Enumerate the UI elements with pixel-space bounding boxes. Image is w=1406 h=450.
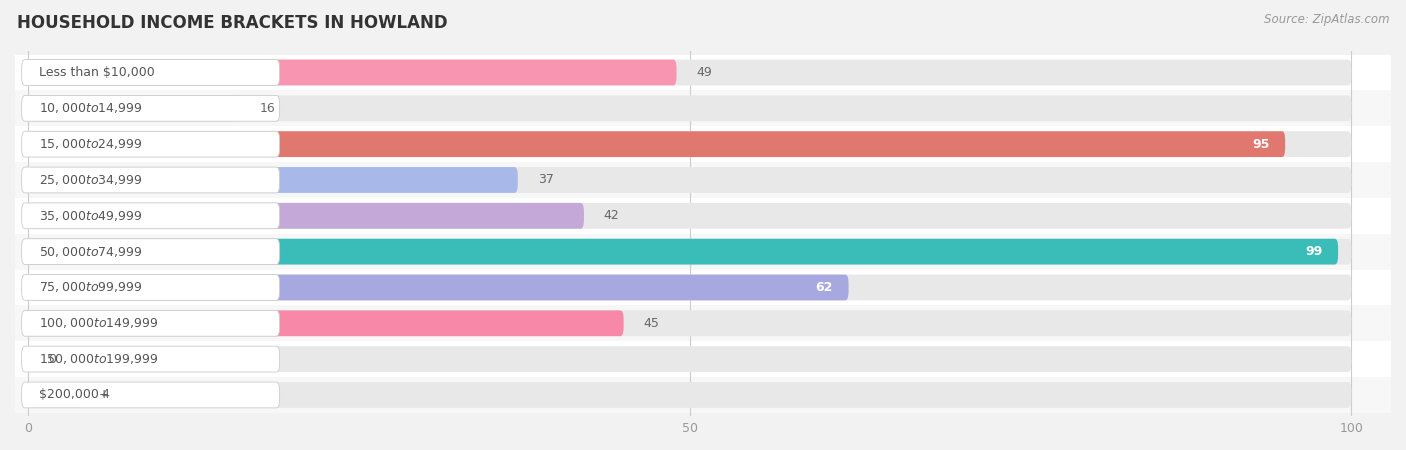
FancyBboxPatch shape	[0, 90, 1406, 126]
Text: $35,000 to $49,999: $35,000 to $49,999	[39, 209, 142, 223]
FancyBboxPatch shape	[0, 162, 1406, 198]
FancyBboxPatch shape	[28, 59, 1351, 86]
FancyBboxPatch shape	[28, 239, 1339, 265]
Text: 49: 49	[696, 66, 711, 79]
FancyBboxPatch shape	[28, 310, 1351, 336]
FancyBboxPatch shape	[28, 59, 676, 86]
FancyBboxPatch shape	[21, 310, 280, 336]
FancyBboxPatch shape	[28, 95, 1351, 121]
Text: $100,000 to $149,999: $100,000 to $149,999	[39, 316, 159, 330]
FancyBboxPatch shape	[21, 131, 280, 157]
Text: 4: 4	[101, 388, 108, 401]
Text: 45: 45	[644, 317, 659, 330]
FancyBboxPatch shape	[21, 203, 280, 229]
FancyBboxPatch shape	[28, 274, 1351, 300]
FancyBboxPatch shape	[21, 239, 280, 265]
Text: $50,000 to $74,999: $50,000 to $74,999	[39, 245, 142, 259]
Text: 37: 37	[537, 174, 554, 186]
FancyBboxPatch shape	[28, 382, 1351, 408]
FancyBboxPatch shape	[28, 310, 624, 336]
FancyBboxPatch shape	[21, 346, 280, 372]
FancyBboxPatch shape	[0, 198, 1406, 234]
Text: $25,000 to $34,999: $25,000 to $34,999	[39, 173, 142, 187]
FancyBboxPatch shape	[21, 274, 280, 300]
FancyBboxPatch shape	[21, 95, 280, 121]
FancyBboxPatch shape	[28, 131, 1351, 157]
Text: 95: 95	[1251, 138, 1270, 151]
FancyBboxPatch shape	[0, 270, 1406, 306]
Text: 0: 0	[48, 353, 56, 365]
Text: 42: 42	[603, 209, 620, 222]
FancyBboxPatch shape	[21, 382, 280, 408]
Text: $75,000 to $99,999: $75,000 to $99,999	[39, 280, 142, 294]
Text: $10,000 to $14,999: $10,000 to $14,999	[39, 101, 142, 115]
FancyBboxPatch shape	[28, 239, 1351, 265]
FancyBboxPatch shape	[28, 167, 517, 193]
Text: HOUSEHOLD INCOME BRACKETS IN HOWLAND: HOUSEHOLD INCOME BRACKETS IN HOWLAND	[17, 14, 447, 32]
FancyBboxPatch shape	[28, 203, 583, 229]
FancyBboxPatch shape	[28, 167, 1351, 193]
FancyBboxPatch shape	[0, 234, 1406, 270]
FancyBboxPatch shape	[28, 95, 240, 121]
Text: Less than $10,000: Less than $10,000	[39, 66, 155, 79]
FancyBboxPatch shape	[0, 306, 1406, 341]
Text: $150,000 to $199,999: $150,000 to $199,999	[39, 352, 159, 366]
Text: $200,000+: $200,000+	[39, 388, 110, 401]
Text: Source: ZipAtlas.com: Source: ZipAtlas.com	[1264, 14, 1389, 27]
FancyBboxPatch shape	[21, 59, 280, 86]
FancyBboxPatch shape	[28, 346, 1351, 372]
FancyBboxPatch shape	[28, 203, 1351, 229]
FancyBboxPatch shape	[28, 274, 849, 300]
Text: 62: 62	[815, 281, 832, 294]
FancyBboxPatch shape	[0, 377, 1406, 413]
FancyBboxPatch shape	[0, 54, 1406, 90]
FancyBboxPatch shape	[28, 382, 82, 408]
FancyBboxPatch shape	[28, 131, 1285, 157]
Text: $15,000 to $24,999: $15,000 to $24,999	[39, 137, 142, 151]
FancyBboxPatch shape	[0, 126, 1406, 162]
FancyBboxPatch shape	[0, 341, 1406, 377]
Text: 16: 16	[260, 102, 276, 115]
FancyBboxPatch shape	[21, 167, 280, 193]
Text: 99: 99	[1305, 245, 1322, 258]
